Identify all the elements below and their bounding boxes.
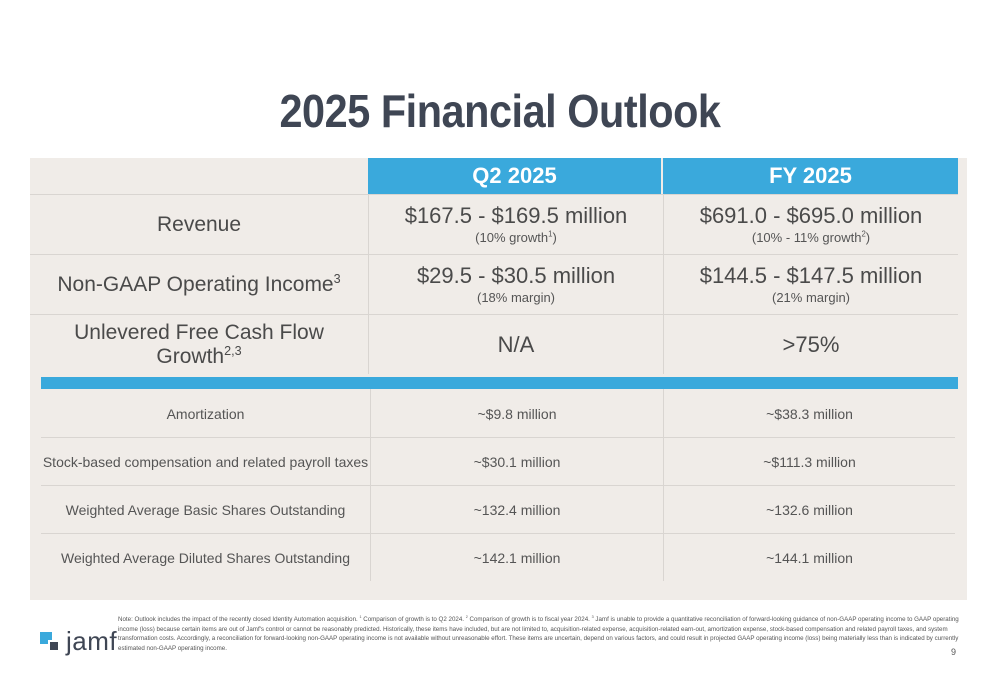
row-label-revenue: Revenue (30, 195, 368, 254)
page-title: 2025 Financial Outlook (279, 85, 721, 137)
revenue-fy-cell: $691.0 - $695.0 million (10% - 11% growt… (664, 195, 958, 254)
detail-fy-amortization: ~$38.3 million (766, 405, 853, 422)
jamf-logo-mark-icon (40, 631, 60, 652)
detail-q2-amortization: ~$9.8 million (477, 405, 557, 422)
column-divider (368, 194, 369, 374)
detail-fy-stock-comp: ~$111.3 million (763, 453, 856, 470)
revenue-q2-growth: (10% growth1) (475, 229, 557, 245)
column-divider (370, 389, 371, 581)
revenue-label: Revenue (156, 212, 242, 236)
non-gaap-fy-value: $144.5 - $147.5 million (699, 263, 923, 288)
detail-label-amortization: Amortization (166, 405, 245, 422)
unlevered-fcf-fy-value: >75% (782, 332, 840, 357)
row-divider (41, 485, 955, 486)
revenue-q2-value: $167.5 - $169.5 million (404, 203, 628, 228)
page-number: 9 (951, 647, 957, 657)
row-divider (30, 254, 958, 255)
row-divider (41, 437, 955, 438)
revenue-fy-growth: (10% - 11% growth2) (751, 229, 871, 245)
unlevered-fcf-fy-cell: >75% (664, 315, 958, 375)
section-divider-bar (41, 377, 958, 389)
non-gaap-fy-cell: $144.5 - $147.5 million (21% margin) (664, 255, 958, 314)
non-gaap-fy-margin: (21% margin) (771, 290, 851, 305)
detail-q2-stock-comp: ~$30.1 million (473, 453, 561, 470)
detail-q2-diluted-shares: ~142.1 million (473, 549, 561, 566)
detail-label-diluted-shares: Weighted Average Diluted Shares Outstand… (60, 549, 350, 566)
detail-fy-basic-shares: ~132.6 million (766, 501, 853, 518)
detail-label-basic-shares: Weighted Average Basic Shares Outstandin… (65, 501, 346, 518)
non-gaap-operating-income-label: Non-GAAP Operating Income3 (57, 271, 341, 296)
column-divider (663, 389, 664, 581)
footnote: Note: Outlook includes the impact of the… (118, 614, 959, 652)
row-label-unlevered-fcf-growth: Unlevered Free Cash Flow Growth2,3 (30, 315, 368, 375)
jamf-logo-text: jamf (66, 626, 118, 656)
revenue-q2-cell: $167.5 - $169.5 million (10% growth1) (369, 195, 663, 254)
non-gaap-q2-cell: $29.5 - $30.5 million (18% margin) (369, 255, 663, 314)
detail-label-stock-comp: Stock-based compensation and related pay… (42, 453, 369, 470)
unlevered-fcf-q2-value: N/A (497, 332, 535, 357)
column-header-q2: Q2 2025 (368, 158, 661, 194)
revenue-fy-value: $691.0 - $695.0 million (699, 203, 923, 228)
non-gaap-q2-value: $29.5 - $30.5 million (416, 263, 616, 288)
column-divider (663, 194, 664, 374)
detail-fy-diluted-shares: ~144.1 million (766, 549, 853, 566)
detail-q2-basic-shares: ~132.4 million (473, 501, 561, 518)
row-divider (41, 533, 955, 534)
row-divider (30, 314, 958, 315)
row-label-non-gaap-operating-income: Non-GAAP Operating Income3 (30, 255, 368, 314)
jamf-logo: jamf (40, 626, 117, 657)
unlevered-fcf-growth-label: Unlevered Free Cash Flow Growth2,3 (74, 321, 324, 368)
non-gaap-q2-margin: (18% margin) (476, 290, 556, 305)
unlevered-fcf-q2-cell: N/A (369, 315, 663, 375)
row-divider (30, 194, 958, 195)
column-header-fy: FY 2025 (663, 158, 958, 194)
